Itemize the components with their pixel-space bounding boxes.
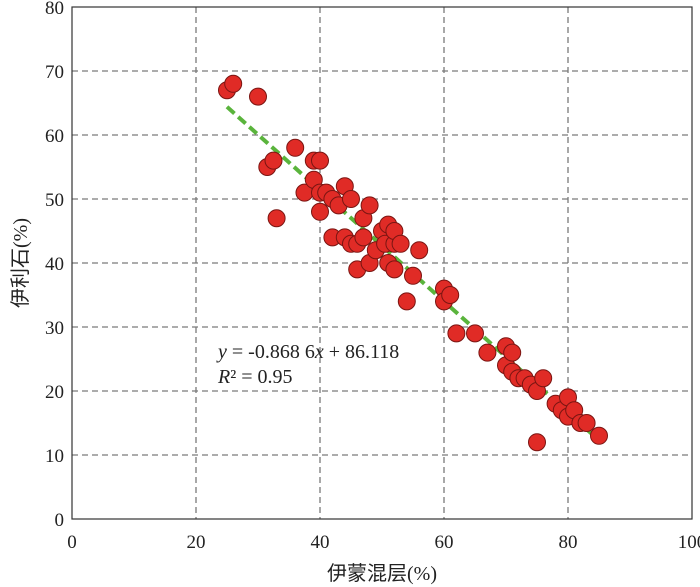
x-tick-label: 40 bbox=[311, 532, 330, 553]
data-point bbox=[410, 241, 429, 260]
x-tick-label: 0 bbox=[67, 532, 77, 553]
data-point bbox=[342, 190, 360, 208]
data-point bbox=[478, 343, 497, 362]
data-point bbox=[447, 324, 466, 343]
data-point bbox=[224, 74, 243, 93]
data-point bbox=[528, 433, 546, 452]
data-point bbox=[466, 324, 484, 343]
y-tick-label: 10 bbox=[45, 446, 64, 467]
y-tick-label: 70 bbox=[45, 62, 64, 83]
x-tick-label: 100 bbox=[678, 532, 700, 553]
regression-equation: y = -0.868 6x + 86.118 bbox=[216, 341, 399, 363]
x-tick-labels: 0 20 40 60 80 100 bbox=[67, 532, 700, 553]
y-tick-label: 50 bbox=[45, 190, 64, 211]
data-point bbox=[311, 202, 329, 221]
data-point bbox=[385, 260, 404, 279]
x-tick-label: 80 bbox=[559, 532, 578, 553]
y-axis-title: 伊利石(%) bbox=[9, 218, 32, 308]
data-point bbox=[249, 87, 267, 106]
data-point bbox=[286, 138, 305, 157]
data-points bbox=[218, 74, 608, 452]
x-tick-label: 20 bbox=[187, 532, 206, 553]
data-point bbox=[397, 292, 416, 311]
data-point bbox=[404, 266, 422, 285]
data-point bbox=[267, 209, 286, 228]
plot-frame bbox=[71, 6, 693, 520]
data-point bbox=[360, 196, 379, 215]
data-point bbox=[441, 286, 460, 304]
data-point bbox=[503, 343, 522, 362]
data-point bbox=[391, 234, 410, 253]
data-point bbox=[577, 414, 596, 432]
x-axis-title: 伊蒙混层(%) bbox=[327, 562, 437, 585]
data-point bbox=[264, 151, 283, 170]
data-point bbox=[590, 426, 608, 445]
y-tick-labels: 0 10 20 30 40 50 60 70 80 bbox=[45, 0, 64, 531]
y-tick-label: 20 bbox=[45, 382, 64, 403]
data-point bbox=[311, 151, 329, 170]
data-point bbox=[534, 369, 553, 388]
y-tick-label: 30 bbox=[45, 318, 64, 339]
x-tick-label: 60 bbox=[435, 532, 454, 553]
y-tick-label: 40 bbox=[45, 254, 64, 275]
y-tick-label: 80 bbox=[45, 0, 64, 19]
y-tick-label: 0 bbox=[55, 510, 65, 531]
y-tick-label: 60 bbox=[45, 126, 64, 147]
data-point bbox=[354, 228, 373, 247]
r-squared-label: R² = 0.95 bbox=[217, 366, 293, 388]
